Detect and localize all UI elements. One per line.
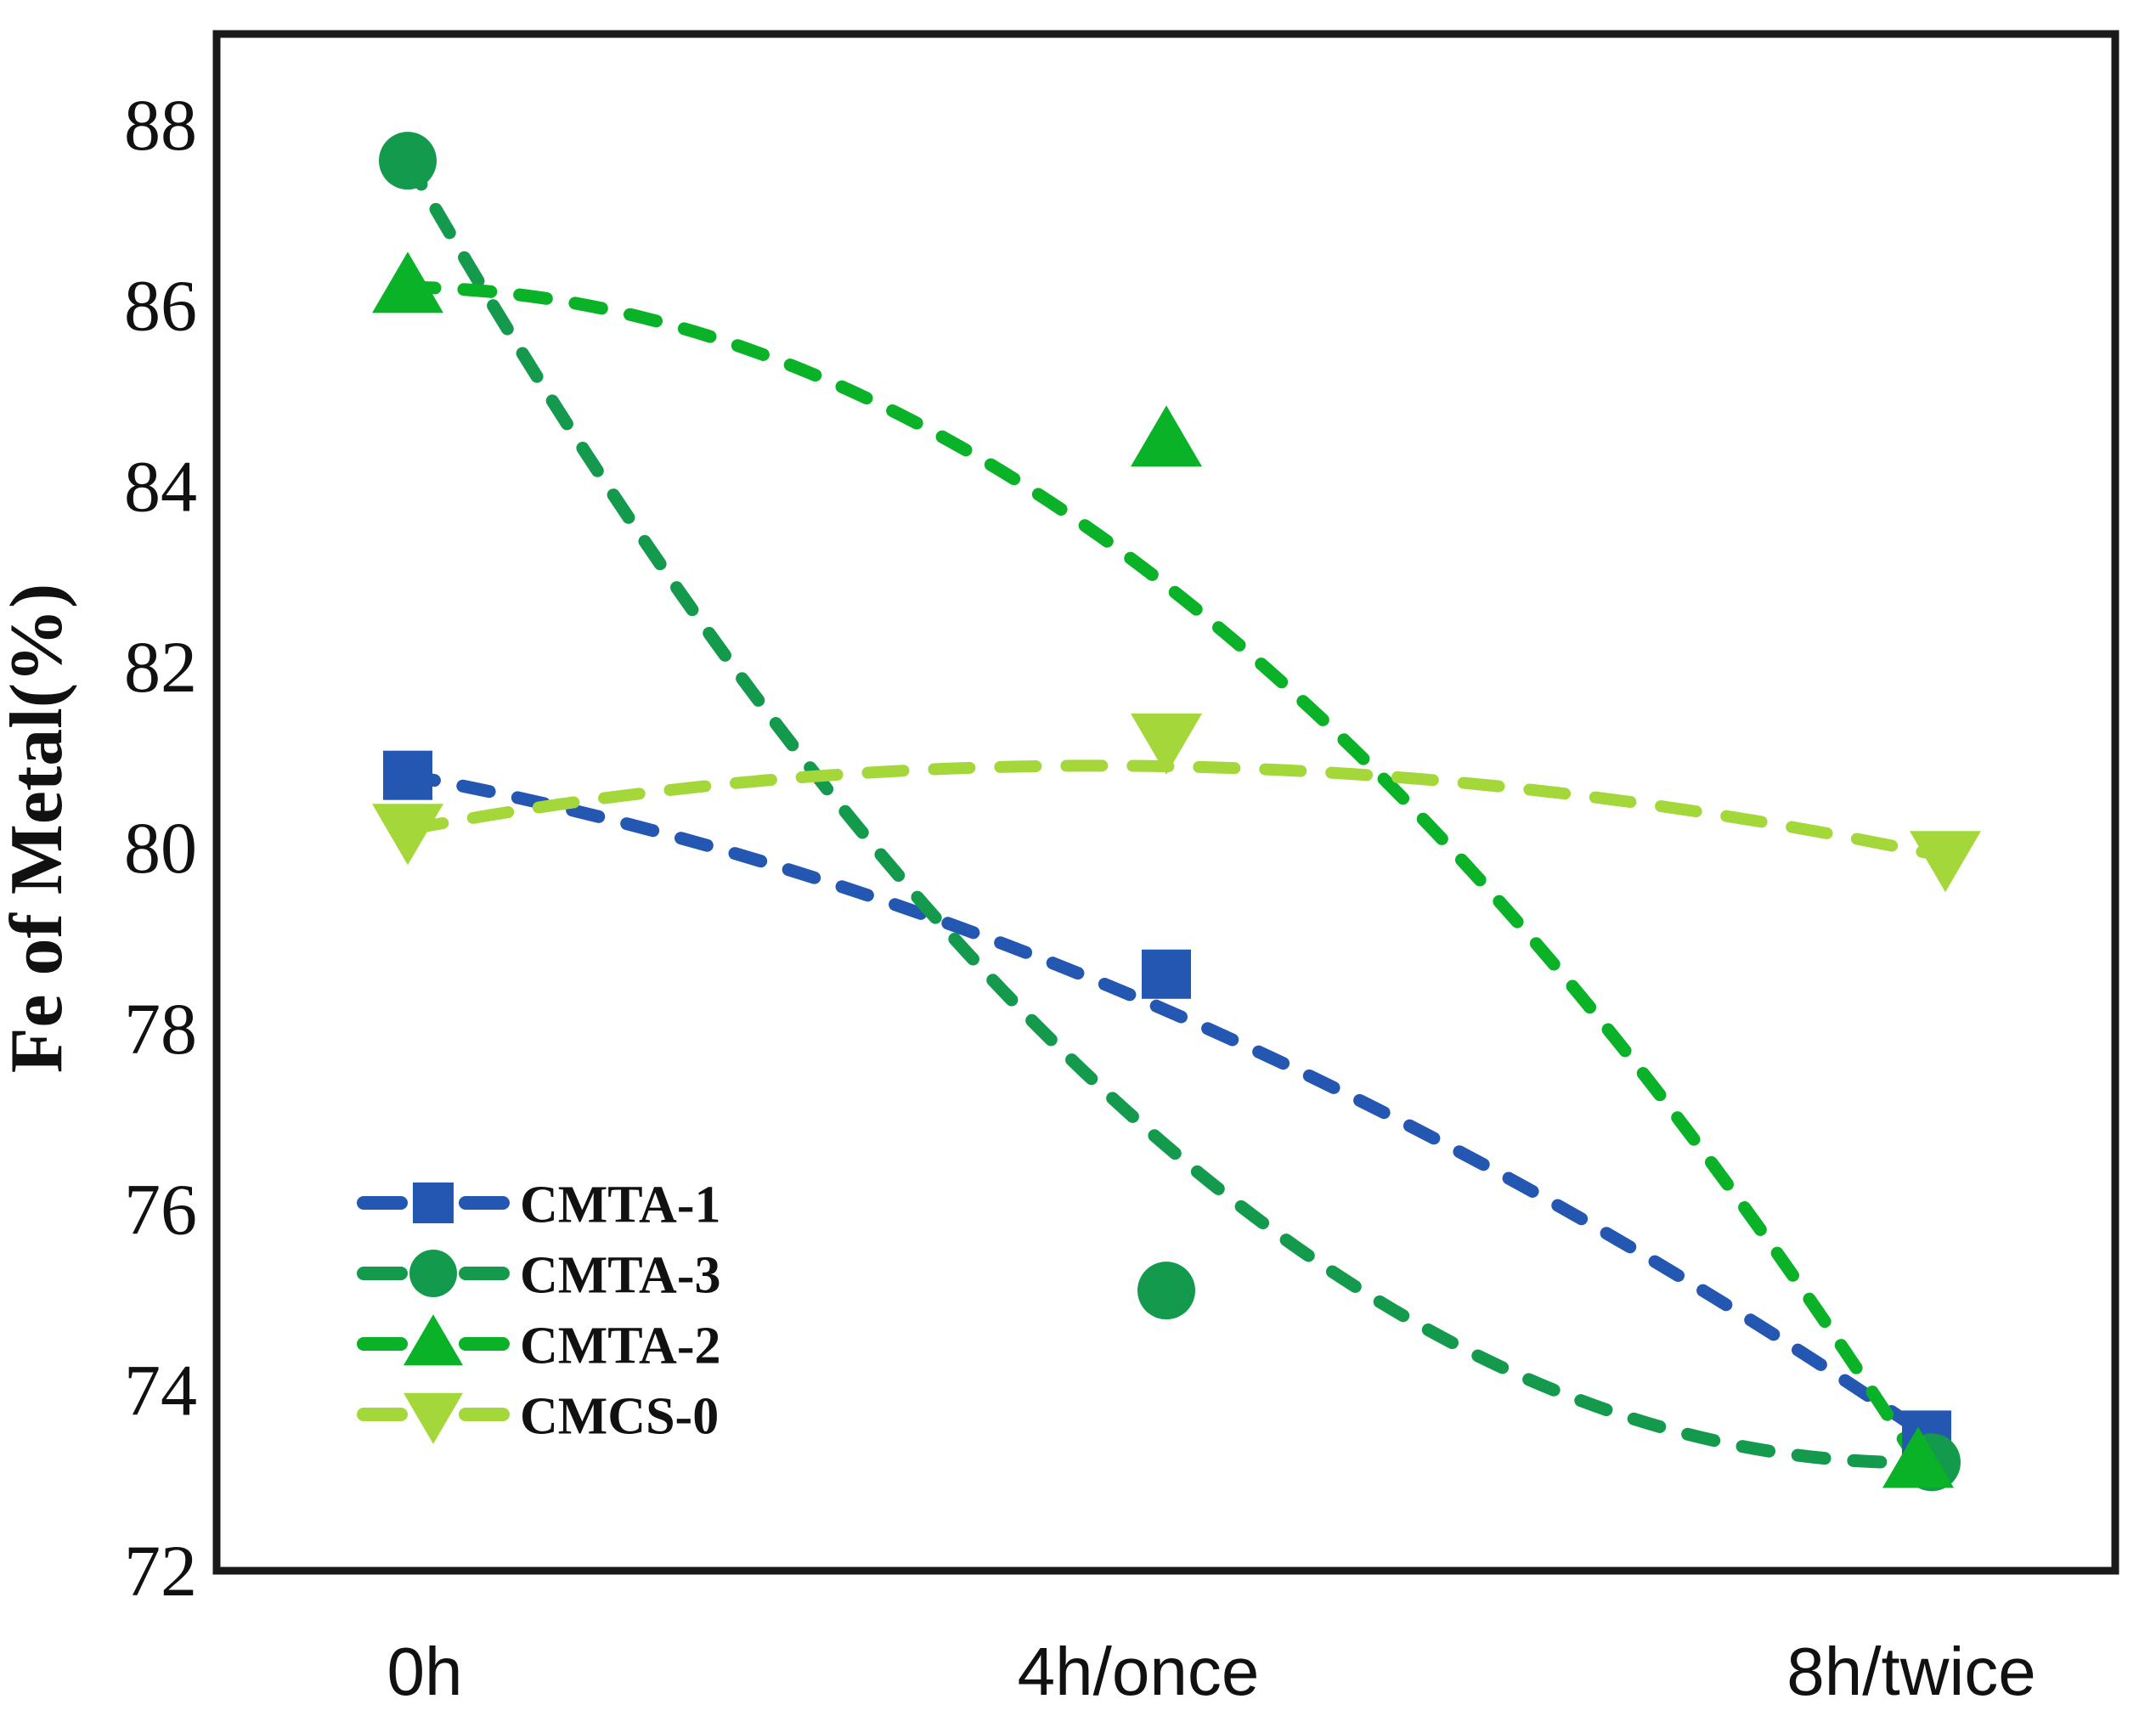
legend-label-CMTA-2: CMTA-2 <box>520 1317 720 1374</box>
legend-label-CMTA-3: CMTA-3 <box>520 1246 720 1304</box>
x-tick-label: 8h/twice <box>1786 1634 2035 1709</box>
marker-CMTA-2-4h/once <box>1131 405 1202 467</box>
legend-label-CMTA-1: CMTA-1 <box>520 1176 720 1233</box>
x-tick-label: 0h <box>387 1634 463 1709</box>
marker-CMTA-2-0h <box>372 251 443 313</box>
y-tick-label: 82 <box>124 626 197 708</box>
marker-CMCS-0-0h <box>372 804 443 866</box>
marker-CMTA-1-4h/once <box>1142 949 1191 999</box>
marker-CMTA-2-8h/twice <box>1882 1426 1954 1488</box>
marker-CMCS-0-8h/twice <box>1910 831 1981 893</box>
trend-line-CMTA-3 <box>401 154 1939 1470</box>
marker-CMTA-1-0h <box>383 750 432 800</box>
legend-marker-CMTA-1 <box>413 1183 454 1223</box>
legend-marker-CMCS-0 <box>404 1392 463 1444</box>
legend-marker-CMTA-2 <box>404 1314 463 1366</box>
legend-label-CMCS-0: CMCS-0 <box>520 1387 719 1445</box>
y-axis-title: Fe of Metal(%) <box>0 584 78 1074</box>
y-tick-label: 86 <box>124 265 197 347</box>
trend-line-CMTA-2 <box>401 280 1925 1469</box>
trend-line-CMTA-1 <box>401 769 1933 1442</box>
y-tick-label: 72 <box>124 1530 197 1612</box>
y-tick-label: 78 <box>124 988 197 1070</box>
y-tick-label: 76 <box>124 1169 197 1250</box>
y-tick-label: 84 <box>124 445 197 527</box>
legend-marker-CMTA-3 <box>409 1250 457 1297</box>
plot-border <box>212 30 2119 1575</box>
y-tick-label: 88 <box>124 84 197 166</box>
marker-CMTA-3-4h/once <box>1137 1262 1195 1320</box>
marker-CMCS-0-4h/once <box>1131 713 1202 775</box>
marker-CMTA-3-0h <box>379 132 437 190</box>
y-tick-label: 80 <box>124 807 197 889</box>
y-tick-label: 74 <box>124 1349 197 1431</box>
x-tick-label: 4h/once <box>1018 1634 1260 1709</box>
